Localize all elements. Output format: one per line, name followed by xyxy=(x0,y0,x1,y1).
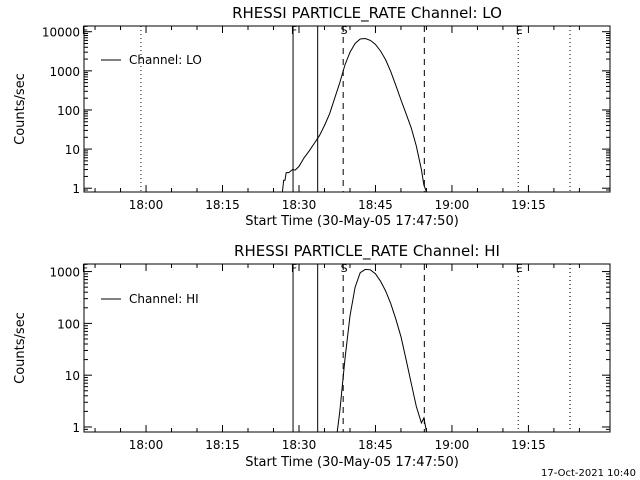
chart-0-title: RHESSI PARTICLE_RATE Channel: LO xyxy=(232,4,502,23)
chart-1-y-tick-label: 10 xyxy=(65,369,80,383)
chart-1-marker-label: E xyxy=(516,262,523,275)
chart-0-x-axis-label: Start Time (30-May-05 17:47:50) xyxy=(245,214,459,229)
chart-1-x-tick-label: 18:45 xyxy=(358,438,393,452)
chart-0-marker-label: F xyxy=(82,24,88,37)
chart-0-panel: RHESSI PARTICLE_RATE Channel: LO Start Ti… xyxy=(13,4,611,229)
chart-0-x-tick-label: 18:15 xyxy=(205,198,240,212)
chart-1-plot-frame xyxy=(83,263,611,433)
chart-0-marker-label: E xyxy=(516,24,523,37)
chart-0-y-tick-label: 1 xyxy=(72,182,80,196)
chart-0-x-tick-label: 19:15 xyxy=(511,198,546,212)
footer-timestamp: 17-Oct-2021 10:40 xyxy=(541,468,636,479)
chart-1-x-tick-label: 18:15 xyxy=(205,438,240,452)
chart-0-series-line-0 xyxy=(281,37,427,192)
chart-0-x-tick-label: 18:30 xyxy=(282,198,317,212)
chart-0-y-tick-label: 10 xyxy=(65,143,80,157)
chart-1-series-line-0 xyxy=(336,268,427,432)
chart-1-x-tick-label: 18:30 xyxy=(282,438,317,452)
chart-1-y-tick-label: 1 xyxy=(72,421,80,435)
chart-1-marker-label: F xyxy=(291,262,297,275)
chart-0-y-axis-label: Counts/sec xyxy=(13,73,28,145)
chart-1-marker-label: S xyxy=(341,262,348,275)
chart-0-x-tick-label: 18:45 xyxy=(358,198,393,212)
chart-0-x-tick-label: 19:00 xyxy=(435,198,470,212)
chart-0-y-tick-label: 1000 xyxy=(49,65,80,79)
chart-1-x-tick-label: 19:00 xyxy=(435,438,470,452)
chart-1-x-tick-label: 18:00 xyxy=(129,438,164,452)
chart-1-y-axis-label: Counts/sec xyxy=(13,312,28,384)
chart-0-x-tick-label: 18:00 xyxy=(129,198,164,212)
chart-1-y-tick-label: 1000 xyxy=(49,266,80,280)
chart-0-marker-label: S xyxy=(341,24,348,37)
chart-0-legend-entry: Channel: LO xyxy=(129,53,202,67)
chart-0-plot-frame xyxy=(83,25,611,193)
chart-1-x-axis-label: Start Time (30-May-05 17:47:50) xyxy=(245,455,459,470)
chart-1-x-tick-label: 19:15 xyxy=(511,438,546,452)
chart-1-panel: RHESSI PARTICLE_RATE Channel: HI Start Ti… xyxy=(13,242,611,470)
chart-0-marker-label: F xyxy=(291,24,297,37)
chart-1-title: RHESSI PARTICLE_RATE Channel: HI xyxy=(234,242,500,261)
chart-1-y-tick-label: 100 xyxy=(57,317,80,331)
chart-1-legend-entry: Channel: HI xyxy=(129,292,199,306)
chart-0-y-tick-label: 100 xyxy=(57,104,80,118)
chart-1-marker-label: F xyxy=(82,262,88,275)
chart-0-y-tick-label: 10000 xyxy=(42,26,80,40)
